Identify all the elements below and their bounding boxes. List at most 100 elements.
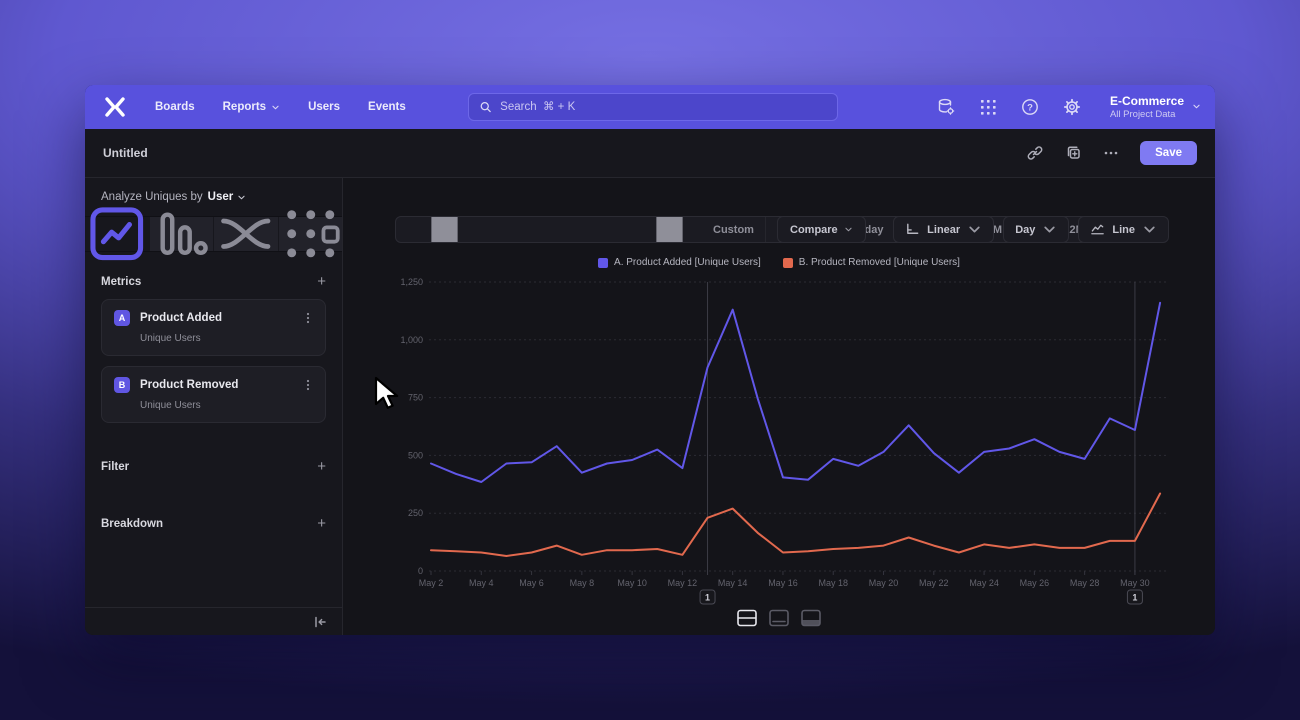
kebab-menu-icon[interactable]	[301, 311, 315, 325]
nav-item-events[interactable]: Events	[368, 101, 406, 113]
table-bottom-view-icon[interactable]	[800, 609, 822, 627]
nav-item-label: Events	[368, 101, 406, 113]
line-chart[interactable]: 0 250 500 750 1,000 1,250 May 2 May 4 May 6 May 8…	[383, 268, 1183, 613]
series-line[interactable]	[430, 301, 1162, 483]
link-icon[interactable]	[1026, 144, 1044, 162]
project-selector[interactable]: E-Commerce All Project Data	[1109, 94, 1201, 120]
metric-badge: B	[114, 377, 130, 393]
nav-item-reports[interactable]: Reports	[223, 101, 280, 113]
x-tick-label: May 20	[869, 578, 899, 588]
chart-type-dropdown[interactable]: Line	[1078, 216, 1169, 243]
view-toggle-group	[343, 609, 1215, 627]
legend-swatch	[782, 257, 793, 268]
report-title-bar: Untitled Save	[85, 129, 1215, 178]
breakdown-label: Breakdown	[101, 517, 163, 530]
chevron-down-icon	[238, 195, 245, 199]
nav-item-boards[interactable]: Boards	[155, 101, 195, 113]
search-input[interactable]	[500, 101, 827, 113]
data-management-icon[interactable]	[936, 97, 956, 117]
axis-icon	[907, 223, 919, 234]
analyze-label: Analyze Uniques by	[101, 191, 203, 203]
report-tab-funnels[interactable]	[150, 212, 214, 256]
x-tick-label: May 28	[1070, 578, 1100, 588]
chevron-down-icon	[1144, 226, 1155, 233]
project-name: E-Commerce	[1109, 94, 1184, 109]
range-button-custom[interactable]: Custom	[396, 217, 766, 242]
x-tick-label: May 14	[718, 578, 748, 588]
scale-dropdown[interactable]: Linear	[893, 216, 995, 243]
x-tick-label: May 12	[668, 578, 698, 588]
more-icon[interactable]	[1102, 144, 1120, 162]
query-builder-sidebar: Analyze Uniques by User Metrics + A Produ…	[85, 178, 343, 635]
legend-item[interactable]: A. Product Added [Unique Users]	[598, 257, 761, 268]
svg-text:?: ?	[1027, 103, 1033, 114]
legend-swatch	[598, 257, 609, 268]
chevron-down-icon	[845, 227, 852, 232]
metrics-label: Metrics	[101, 275, 142, 288]
chevron-down-icon	[1044, 226, 1056, 233]
app-window: Boards Reports Users Events ? E-Commerce Al…	[85, 85, 1215, 635]
report-type-tabs	[85, 207, 343, 261]
metrics-section-header: Metrics +	[85, 274, 342, 289]
chart-only-view-icon[interactable]	[768, 609, 790, 627]
series-line[interactable]	[430, 492, 1162, 557]
compare-button[interactable]: Compare	[777, 216, 866, 243]
x-tick-label: May 22	[919, 578, 949, 588]
x-tick-label: May 4	[469, 578, 494, 588]
kebab-menu-icon[interactable]	[301, 378, 315, 392]
analyze-entity-dropdown[interactable]: User	[208, 191, 247, 203]
report-tab-flows[interactable]	[214, 217, 279, 251]
calendar-icon	[407, 217, 707, 242]
report-title[interactable]: Untitled	[103, 146, 148, 160]
chart-and-table-view-icon[interactable]	[736, 609, 758, 627]
sidebar-footer	[85, 607, 342, 635]
nav-item-label: Users	[308, 101, 341, 113]
search-icon	[480, 102, 491, 113]
range-label: Custom	[713, 223, 754, 236]
y-tick-label: 250	[408, 508, 423, 518]
nav-menu: Boards Reports Users Events	[155, 101, 406, 113]
nav-right-icons: ? E-Commerce All Project Data	[936, 94, 1201, 120]
search-bar[interactable]	[468, 93, 838, 121]
add-filter-button[interactable]: +	[317, 458, 326, 475]
x-tick-label: May 26	[1020, 578, 1050, 588]
nav-item-users[interactable]: Users	[308, 101, 340, 113]
chevron-down-icon	[1193, 105, 1200, 109]
save-button[interactable]: Save	[1140, 141, 1197, 165]
mixpanel-logo[interactable]	[103, 95, 127, 119]
collapse-left-icon[interactable]	[312, 614, 328, 630]
x-tick-label: May 10	[617, 578, 647, 588]
report-tab-insights[interactable]	[85, 207, 150, 261]
y-tick-label: 1,250	[400, 277, 423, 287]
add-metric-button[interactable]: +	[317, 273, 326, 290]
flows-tab-icon	[214, 202, 278, 266]
y-tick-label: 0	[418, 566, 423, 576]
y-tick-label: 500	[408, 450, 423, 460]
report-tab-retention[interactable]	[279, 210, 343, 258]
annotation-badge[interactable]: 1	[699, 589, 716, 605]
interval-dropdown[interactable]: Day	[1003, 216, 1070, 243]
svg-text:1: 1	[1132, 593, 1137, 603]
settings-icon[interactable]	[1062, 97, 1082, 117]
x-tick-label: May 6	[519, 578, 544, 588]
annotation-badge[interactable]: 1	[1126, 589, 1143, 605]
chart-legend: A. Product Added [Unique Users] B. Produc…	[343, 257, 1215, 268]
add-breakdown-button[interactable]: +	[317, 515, 326, 532]
svg-text:1: 1	[705, 593, 710, 603]
x-tick-label: May 30	[1120, 578, 1150, 588]
chart-panel: CustomTodayYesterday7D30D3M6M12M Compare…	[343, 178, 1215, 635]
metric-name: Product Removed	[140, 379, 239, 391]
x-tick-label: May 8	[570, 578, 595, 588]
legend-item[interactable]: B. Product Removed [Unique Users]	[782, 257, 960, 268]
chevron-down-icon	[272, 105, 279, 109]
x-tick-label: May 16	[768, 578, 798, 588]
help-icon[interactable]: ?	[1020, 97, 1040, 117]
metric-card-b[interactable]: B Product Removed Unique Users	[101, 366, 326, 423]
top-nav: Boards Reports Users Events ? E-Commerce Al…	[85, 85, 1215, 129]
legend-label: A. Product Added [Unique Users]	[614, 257, 761, 268]
funnels-tab-icon	[150, 202, 214, 266]
duplicate-icon[interactable]	[1064, 144, 1082, 162]
apps-grid-icon[interactable]	[978, 97, 998, 117]
metric-card-a[interactable]: A Product Added Unique Users	[101, 299, 326, 356]
chart-toolbar: CustomTodayYesterday7D30D3M6M12M Compare…	[343, 216, 1215, 243]
